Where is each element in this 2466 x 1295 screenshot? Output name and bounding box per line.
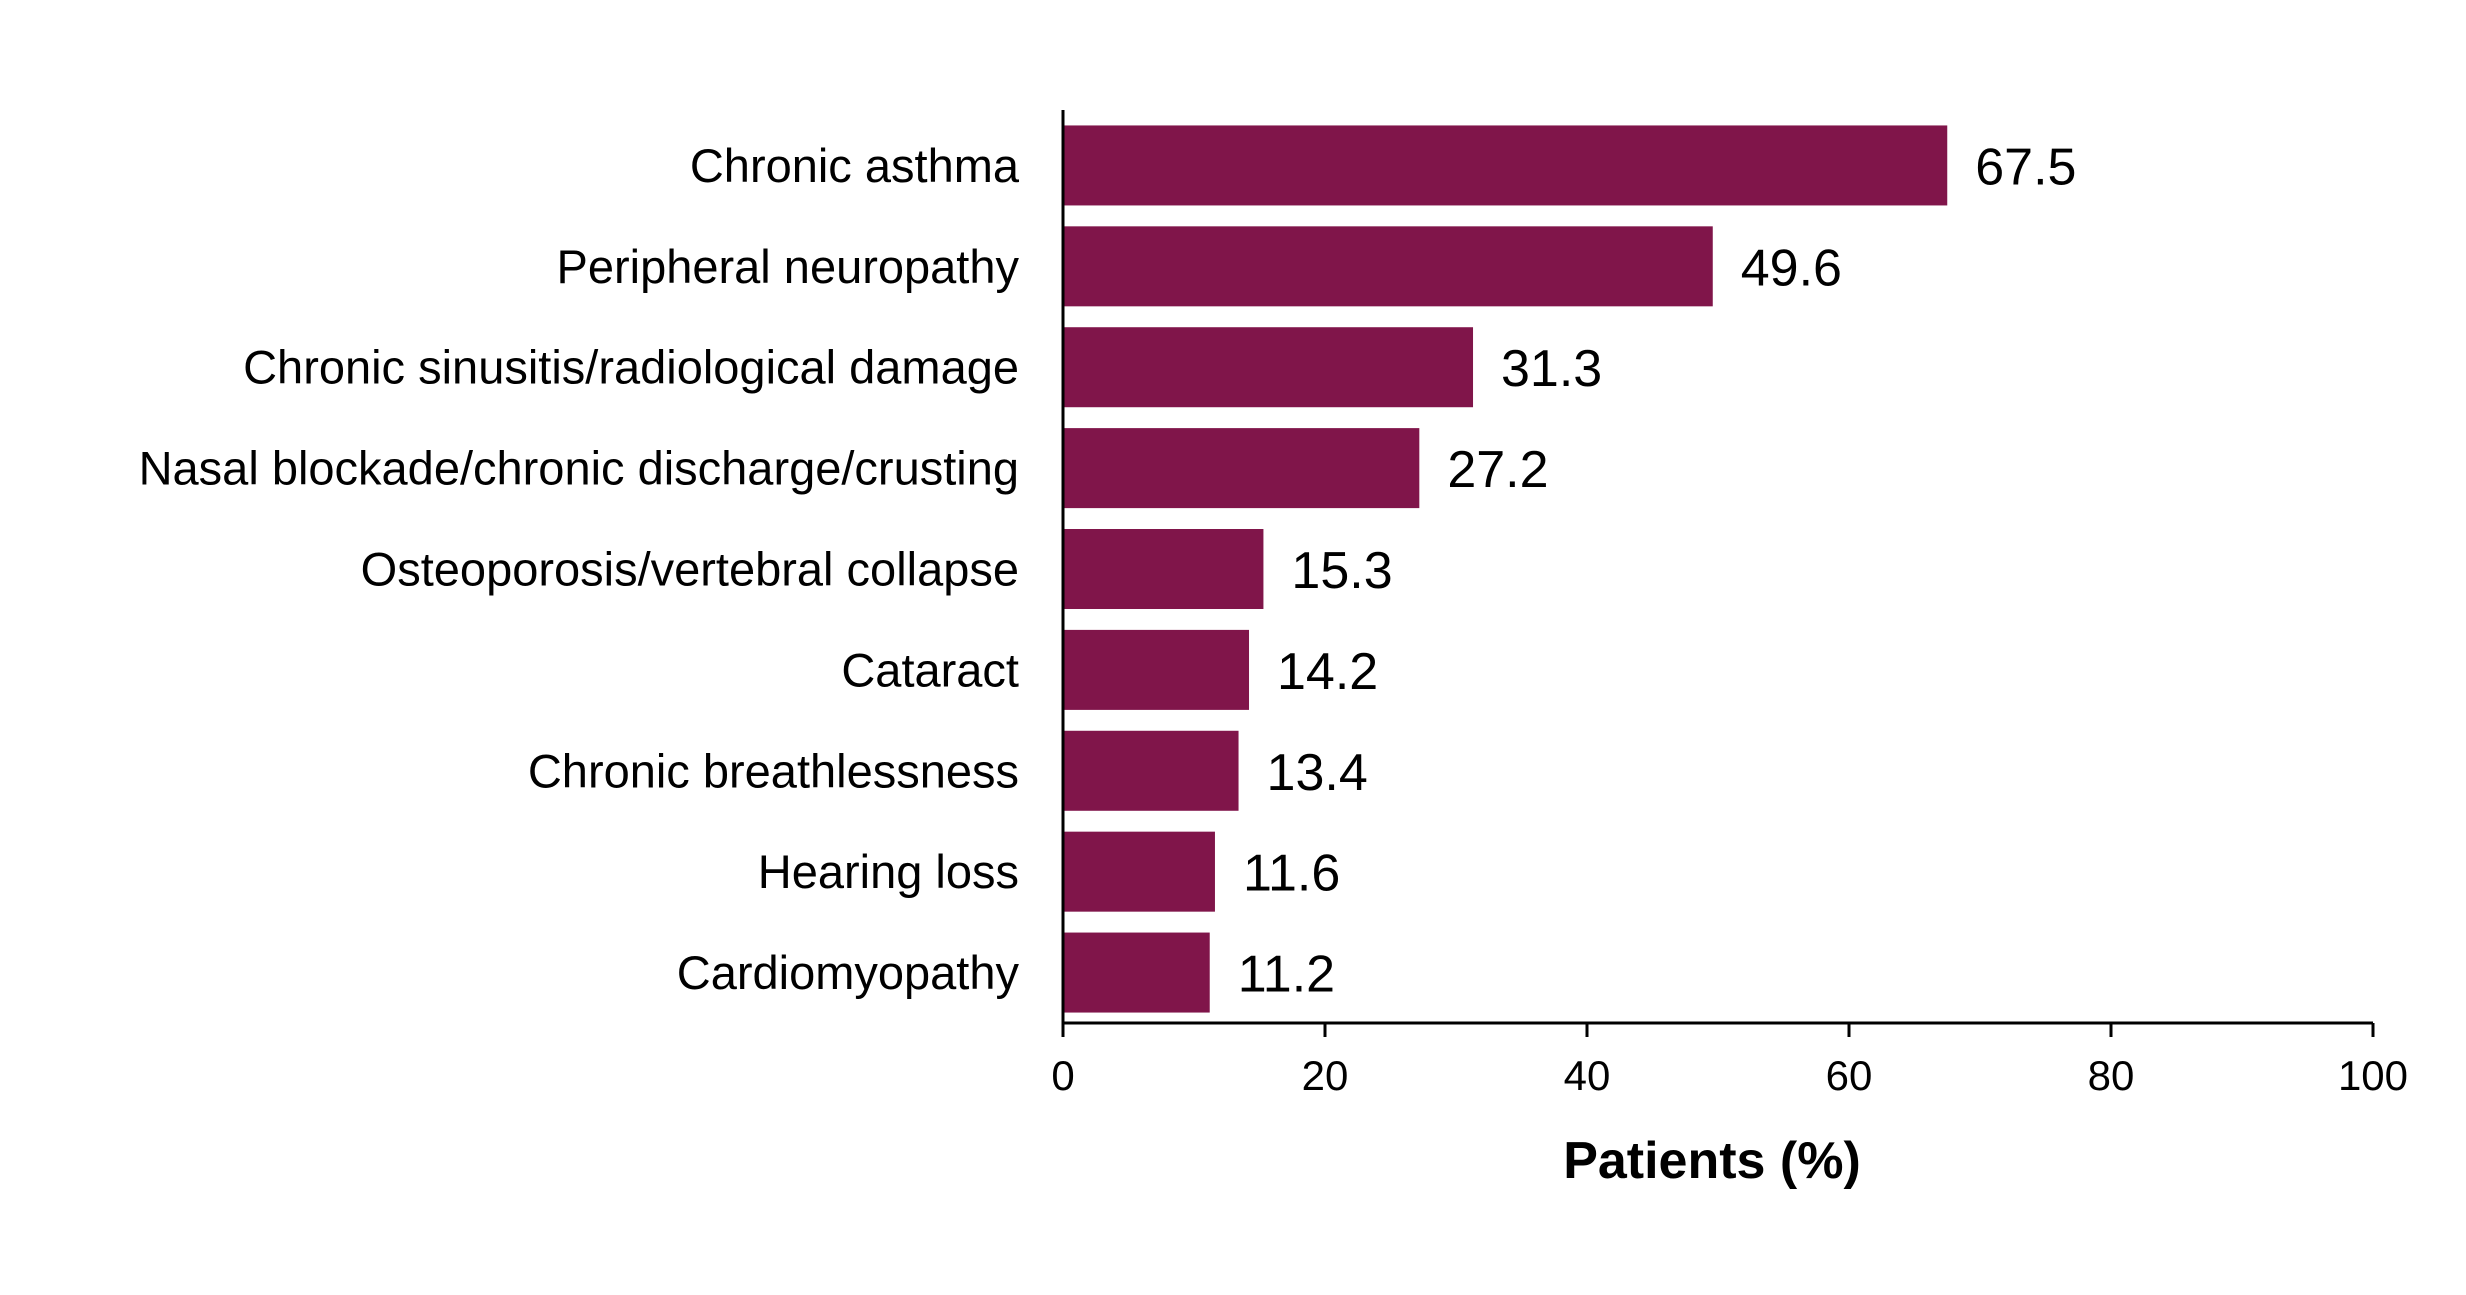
x-tick-label: 20 [1302, 1052, 1349, 1099]
data-label: 15.3 [1291, 542, 1392, 600]
x-axis: 0 20 40 60 80 100 [1051, 110, 2408, 1099]
x-tick-label: 60 [1826, 1052, 1873, 1099]
category-label: Osteoporosis/vertebral collapse [361, 543, 1019, 596]
x-axis-title: Patients (%) [1563, 1132, 1861, 1190]
data-label: 14.2 [1277, 643, 1378, 701]
bar [1063, 730, 1239, 811]
data-label: 27.2 [1447, 441, 1548, 499]
x-tick-label: 40 [1564, 1052, 1611, 1099]
bar [1063, 932, 1210, 1013]
category-label: Chronic sinusitis/radiological damage [243, 341, 1019, 394]
data-label: 67.5 [1975, 138, 2076, 196]
bar [1063, 327, 1474, 408]
bar [1063, 125, 1948, 206]
category-label: Nasal blockade/chronic discharge/crustin… [139, 442, 1019, 495]
value-labels-group: 67.5 49.6 31.3 27.2 15.3 14.2 13.4 11.6 11.2 [1238, 138, 2077, 1003]
category-label: Peripheral neuropathy [557, 240, 1020, 293]
bar [1063, 831, 1215, 912]
category-label: Hearing loss [758, 845, 1019, 898]
x-tick-label: 0 [1051, 1052, 1074, 1099]
data-label: 13.4 [1267, 744, 1368, 802]
category-label: Chronic breathlessness [528, 744, 1019, 797]
category-label: Chronic asthma [690, 139, 1020, 192]
x-tick-label: 80 [2088, 1052, 2135, 1099]
bars-group [1063, 125, 1948, 1013]
bar [1063, 529, 1264, 609]
x-tick-label: 100 [2338, 1052, 2408, 1099]
bar [1063, 629, 1250, 710]
data-label: 11.6 [1243, 845, 1340, 903]
category-labels-group: Chronic asthma Peripheral neuropathy Chron… [139, 139, 1020, 999]
data-label: 11.2 [1238, 946, 1335, 1004]
bar [1063, 428, 1420, 509]
data-label: 31.3 [1501, 340, 1602, 398]
bar [1063, 226, 1713, 307]
category-label: Cardiomyopathy [677, 946, 1020, 999]
category-label: Cataract [841, 643, 1019, 696]
data-label: 49.6 [1741, 239, 1842, 297]
